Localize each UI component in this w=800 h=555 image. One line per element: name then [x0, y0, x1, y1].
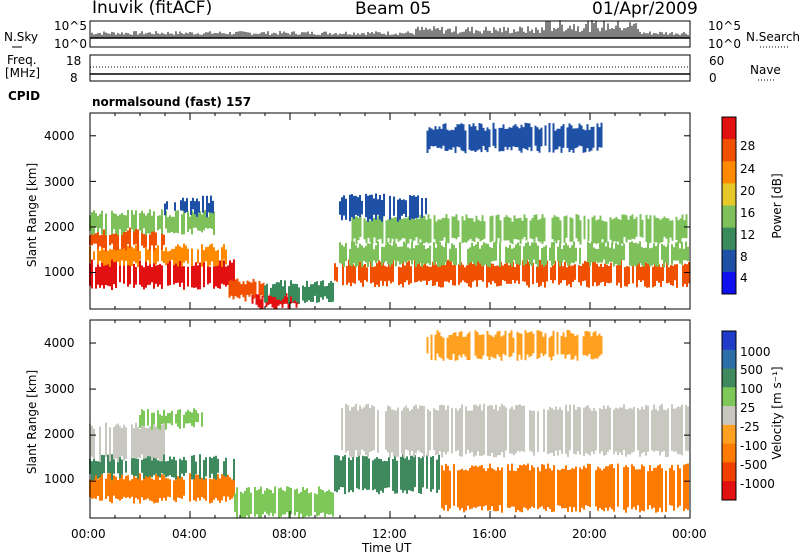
- nsearch-tick-bottom: 10^0: [708, 37, 741, 51]
- x-tick-0800: 08:00: [272, 527, 307, 541]
- velocity-cbar-tick-m1000: -1000: [740, 477, 775, 491]
- x-tick-2000: 20:00: [572, 527, 607, 541]
- nsky-tick-top: 10^5: [54, 19, 87, 33]
- nave-tick-bottom: 0: [709, 71, 717, 85]
- cpid-label: CPID: [8, 89, 41, 103]
- power-colorbar-swatch-6: [722, 249, 736, 273]
- power-cbar-tick-4: 4: [740, 271, 748, 285]
- power-y-tick-2000: 2000: [44, 220, 75, 234]
- power-band-0: [89, 259, 235, 290]
- power-cbar-tick-28: 28: [740, 139, 756, 153]
- velocity-colorbar-swatch-3: [722, 387, 736, 407]
- velocity-band-4: [234, 486, 334, 518]
- velocity-cbar-tick-m25: -25: [740, 420, 760, 434]
- freq-tick-bottom: 8: [70, 71, 78, 85]
- power-y-tick-3000: 3000: [44, 175, 75, 189]
- cpid-value: normalsound (fast) 157: [92, 95, 252, 109]
- x-tick-2400: 00:00: [672, 527, 707, 541]
- power-cbar-tick-20: 20: [740, 184, 756, 198]
- velocity-colorbar-swatch-0: [722, 331, 736, 351]
- freq-panel-frame: [89, 54, 691, 82]
- velocity-cbar-tick-m100: -100: [740, 439, 768, 453]
- velocity-colorbar-swatch-4: [722, 406, 736, 426]
- power-band-1: [89, 243, 227, 267]
- power-band-8: [334, 259, 690, 288]
- velocity-colorbar-swatch-5: [722, 424, 736, 445]
- velocity-band-3: [139, 408, 203, 430]
- power-cbar-tick-12: 12: [740, 228, 756, 242]
- velocity-cbar-tick-500: 500: [740, 363, 763, 377]
- velocity-cbar-tick-m500: -500: [740, 458, 768, 472]
- power-band-12: [426, 122, 603, 154]
- freq-tick-top: 18: [66, 54, 82, 68]
- velocity-colorbar-swatch-8: [722, 481, 736, 501]
- power-band-7: [264, 280, 334, 304]
- nsearch-tick-top: 10^5: [708, 19, 741, 33]
- power-y-tick-1000: 1000: [44, 265, 75, 279]
- power-colorbar-swatch-5: [722, 227, 736, 251]
- power-colorbar-frame: [721, 116, 737, 295]
- velocity-colorbar-swatch-1: [722, 349, 736, 370]
- velocity-colorbar-swatch-7: [722, 462, 736, 482]
- velocity-cbar-tick-1000: 1000: [740, 345, 771, 359]
- power-colorbar-swatch-0: [722, 117, 736, 140]
- station-title: Inuvik (fitACF): [92, 0, 213, 18]
- x-tick-0400: 04:00: [172, 527, 207, 541]
- power-colorbar-swatch-7: [722, 271, 736, 295]
- velocity-y-tick-3000: 3000: [44, 382, 75, 396]
- freq-label: Freq.: [7, 53, 37, 67]
- power-band-4: [164, 195, 214, 218]
- nsearch-label: N.Search: [746, 30, 800, 44]
- velocity-y-tick-2000: 2000: [44, 427, 75, 441]
- velocity-band-8: [426, 330, 603, 361]
- x-tick-0000: 00:00: [71, 527, 106, 541]
- power-band-9: [339, 241, 689, 268]
- power-cbar-tick-24: 24: [740, 162, 756, 176]
- nsky-tick-bottom: 10^0: [54, 37, 87, 51]
- x-tick-1200: 12:00: [372, 527, 407, 541]
- x-axis-label: Time UT: [362, 541, 412, 555]
- power-band-5: [228, 278, 265, 302]
- nsky-series: [89, 20, 689, 38]
- power-band-10: [351, 214, 688, 245]
- power-band-11: [339, 193, 427, 222]
- power-y-tick-4000: 4000: [44, 129, 75, 143]
- velocity-cbar-tick-25: 25: [740, 401, 756, 415]
- velocity-cbar-tick-100: 100: [740, 382, 763, 396]
- nave-label: Nave: [750, 63, 781, 77]
- power-cbar-tick-16: 16: [740, 206, 756, 220]
- power-colorbar-swatch-2: [722, 161, 736, 184]
- power-colorbar-swatch-1: [722, 139, 736, 162]
- nsky-label: N.Sky: [4, 30, 39, 44]
- nave-tick-top: 60: [709, 54, 725, 68]
- beam-title: Beam 05: [355, 0, 432, 19]
- velocity-colorbar-swatch-2: [722, 368, 736, 388]
- x-tick-1600: 16:00: [472, 527, 507, 541]
- power-colorbar-swatch-3: [722, 183, 736, 206]
- velocity-y-tick-4000: 4000: [44, 336, 75, 350]
- power-colorbar-swatch-4: [722, 205, 736, 229]
- velocity-y-tick-1000: 1000: [44, 472, 75, 486]
- power-cbar-tick-8: 8: [740, 250, 748, 264]
- velocity-band-6: [441, 463, 689, 513]
- velocity-band-5: [334, 454, 440, 495]
- velocity-colorbar-frame: [721, 330, 737, 501]
- velocity-colorbar-swatch-6: [722, 443, 736, 463]
- date-title: 01/Apr/2009: [592, 0, 698, 19]
- velocity-band-7: [341, 403, 689, 458]
- freq-unit: [MHz]: [5, 66, 41, 80]
